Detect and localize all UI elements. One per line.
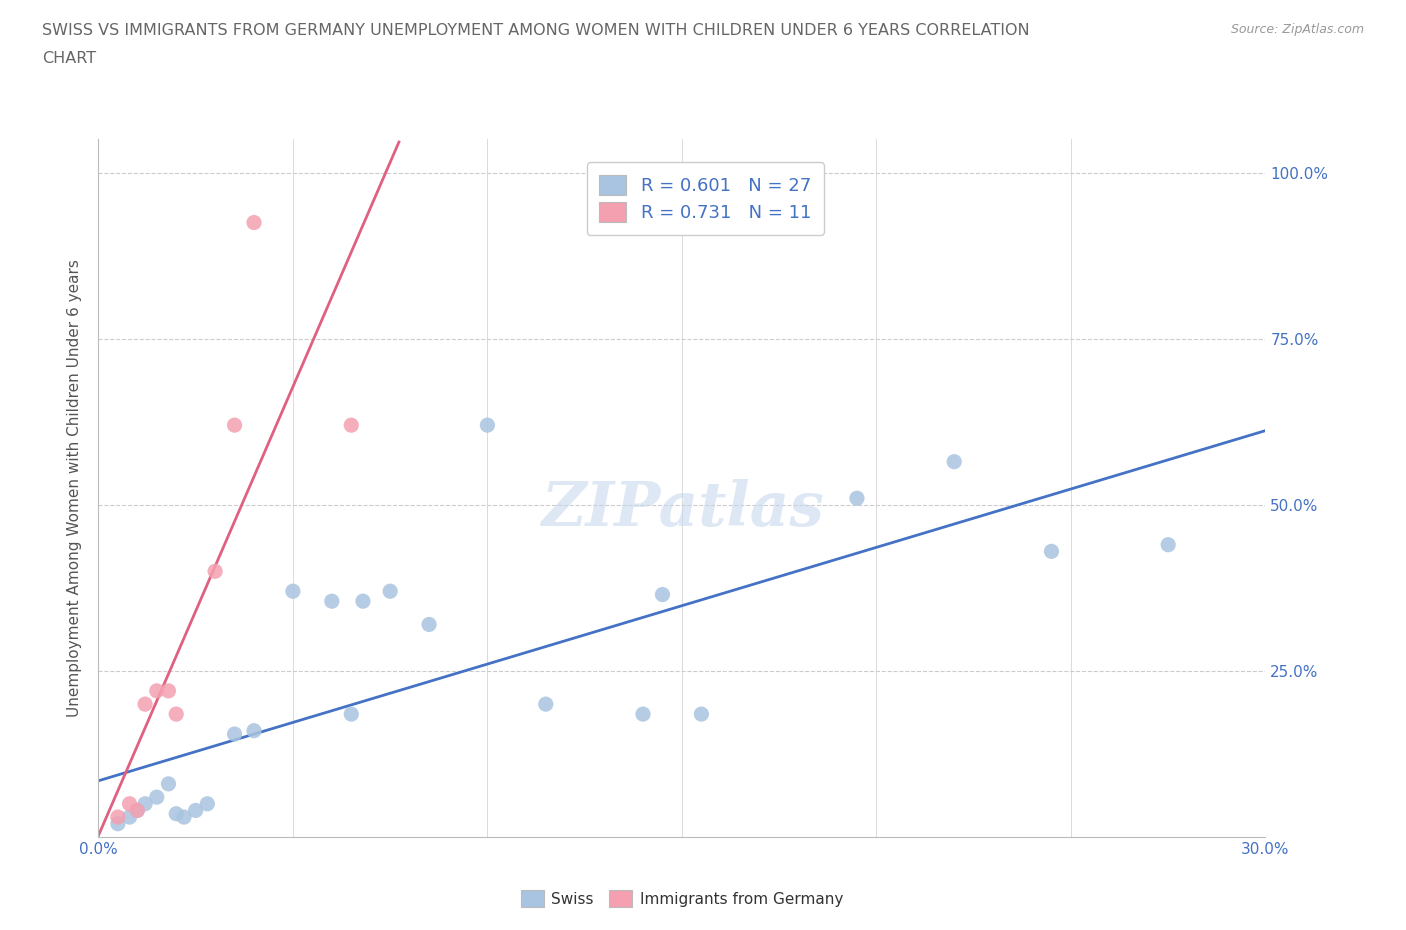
Point: [1040, 544, 1063, 559]
Point: [224, 726, 246, 741]
Point: [118, 796, 141, 811]
Point: [107, 810, 129, 825]
Point: [224, 418, 246, 432]
Point: [134, 796, 156, 811]
Point: [184, 803, 207, 817]
Point: [146, 684, 169, 698]
Point: [134, 697, 156, 711]
Point: [243, 215, 266, 230]
Point: [127, 803, 149, 817]
Point: [477, 418, 499, 432]
Point: [690, 707, 713, 722]
Point: [165, 707, 187, 722]
Text: ZIPatlas: ZIPatlas: [540, 479, 824, 539]
Y-axis label: Unemployment Among Women with Children Under 6 years: Unemployment Among Women with Children U…: [67, 259, 83, 717]
Point: [340, 707, 363, 722]
Point: [378, 584, 402, 599]
Point: [352, 593, 374, 608]
Text: SWISS VS IMMIGRANTS FROM GERMANY UNEMPLOYMENT AMONG WOMEN WITH CHILDREN UNDER 6 : SWISS VS IMMIGRANTS FROM GERMANY UNEMPLO…: [42, 23, 1029, 38]
Point: [204, 564, 226, 578]
Point: [321, 593, 343, 608]
Legend: Swiss, Immigrants from Germany: Swiss, Immigrants from Germany: [515, 884, 849, 913]
Point: [534, 697, 557, 711]
Point: [118, 810, 141, 825]
Point: [340, 418, 363, 432]
Point: [165, 806, 187, 821]
Point: [631, 707, 654, 722]
Point: [195, 796, 218, 811]
Point: [157, 684, 180, 698]
Point: [243, 724, 266, 738]
Point: [157, 777, 180, 791]
Point: [651, 587, 673, 602]
Point: [418, 617, 440, 631]
Text: Source: ZipAtlas.com: Source: ZipAtlas.com: [1230, 23, 1364, 36]
Point: [943, 454, 966, 469]
Point: [846, 491, 869, 506]
Point: [107, 817, 129, 831]
Text: CHART: CHART: [42, 51, 96, 66]
Point: [146, 790, 169, 804]
Point: [127, 803, 149, 817]
Point: [173, 810, 195, 825]
Point: [281, 584, 304, 599]
Point: [1157, 538, 1180, 552]
